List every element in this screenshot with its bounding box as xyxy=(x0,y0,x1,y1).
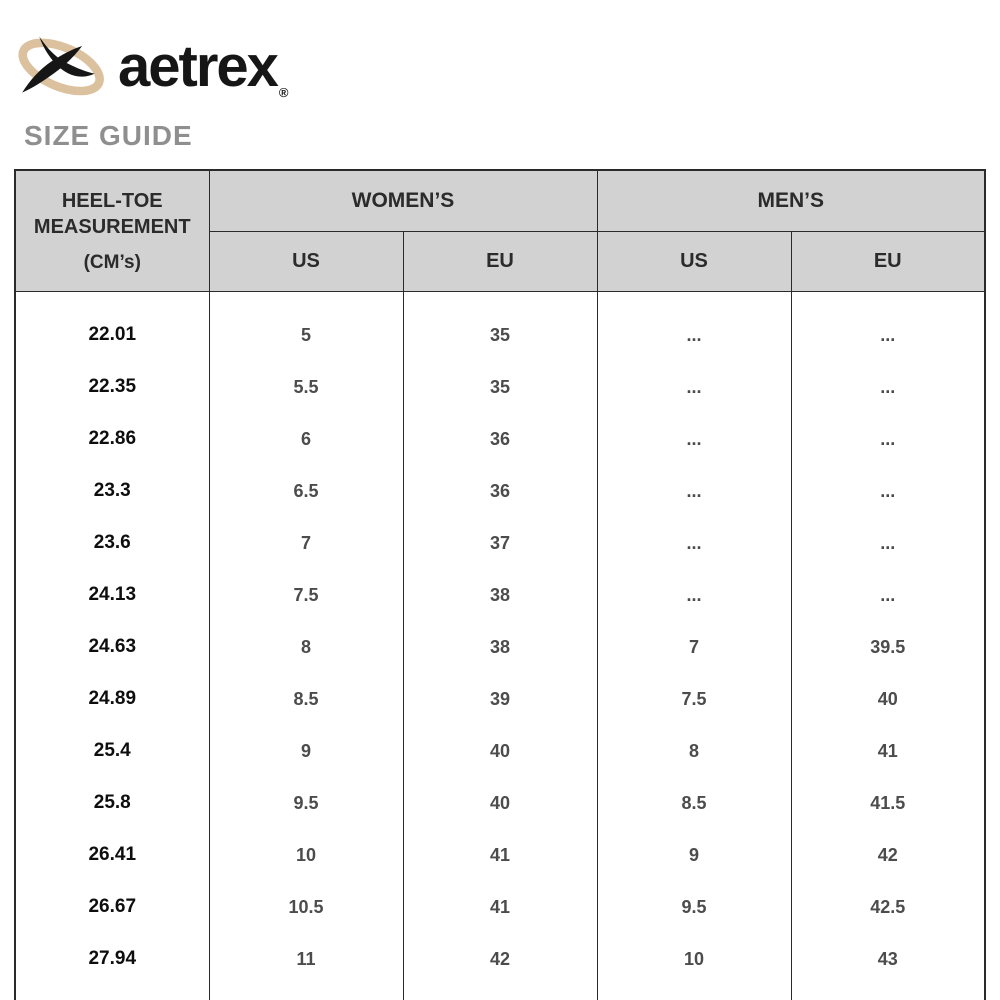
cell-men-us: 7 xyxy=(596,621,792,673)
cell-cm: 26.67 xyxy=(14,881,210,933)
size-table-body: 22.01 5 35...... 22.35 5.5 35...... 22.86 6 36..… xyxy=(14,291,986,1000)
cell-women-eu: 42 xyxy=(402,933,598,1000)
cell-men-eu: 43 xyxy=(790,933,986,1000)
cell-women-eu: 38 xyxy=(402,569,598,621)
size-table-header: HEEL-TOE MEASUREMENT (CM’s) WOMEN’S MEN’… xyxy=(14,169,986,292)
cell-men-eu: ... xyxy=(790,413,986,465)
header-heel-toe-measurement: HEEL-TOE MEASUREMENT (CM’s) xyxy=(14,169,210,292)
header-womens-us: US xyxy=(208,231,404,292)
cell-women-us: 7 xyxy=(208,517,404,569)
cell-men-us: 9.5 xyxy=(596,881,792,933)
brand-logo: aetrex ® xyxy=(14,26,289,108)
cell-cm: 23.6 xyxy=(14,517,210,569)
cell-women-eu: 38 xyxy=(402,621,598,673)
cell-women-eu: 36 xyxy=(402,413,598,465)
brand-name: aetrex xyxy=(118,34,279,99)
cell-women-us: 10 xyxy=(208,829,404,881)
table-row: 25.8 9.5 40 8.5 41.5 xyxy=(14,777,986,829)
cell-women-us: 5.5 xyxy=(208,361,404,413)
cell-women-us: 11 xyxy=(208,933,404,1000)
header-group-row: HEEL-TOE MEASUREMENT (CM’s) WOMEN’S MEN’… xyxy=(14,169,986,292)
cell-women-us: 7.5 xyxy=(208,569,404,621)
cell-women-us: 8.5 xyxy=(208,673,404,725)
header-mens-us: US xyxy=(596,231,792,292)
table-row: 26.41 10 41 9 42 xyxy=(14,829,986,881)
measure-unit: (CM’s) xyxy=(83,252,141,273)
cell-women-us: 5 xyxy=(208,291,404,361)
table-row: 23.6 7 37...... xyxy=(14,517,986,569)
cell-men-eu: 40 xyxy=(790,673,986,725)
cell-cm: 22.35 xyxy=(14,361,210,413)
cell-men-eu: ... xyxy=(790,465,986,517)
cell-women-eu: 37 xyxy=(402,517,598,569)
header-sub-row: US EU US EU xyxy=(15,231,986,292)
cell-men-eu: 39.5 xyxy=(790,621,986,673)
cell-women-eu: 40 xyxy=(402,725,598,777)
cell-men-us: 10 xyxy=(596,933,792,1000)
cell-women-us: 6.5 xyxy=(208,465,404,517)
table-row: 22.01 5 35...... xyxy=(14,291,986,361)
cell-men-eu: 41 xyxy=(790,725,986,777)
cell-women-eu: 36 xyxy=(402,465,598,517)
cell-men-eu: ... xyxy=(790,361,986,413)
cell-men-eu: 42.5 xyxy=(790,881,986,933)
cell-cm: 24.89 xyxy=(14,673,210,725)
cell-men-us: 8.5 xyxy=(596,777,792,829)
cell-men-eu: 41.5 xyxy=(790,777,986,829)
cell-women-us: 9 xyxy=(208,725,404,777)
cell-cm: 22.01 xyxy=(14,291,210,361)
cell-women-eu: 40 xyxy=(402,777,598,829)
table-row: 22.86 6 36...... xyxy=(14,413,986,465)
table-row: 23.3 6.5 36...... xyxy=(14,465,986,517)
cell-men-us: ... xyxy=(596,465,792,517)
cell-men-us: ... xyxy=(596,361,792,413)
cell-men-eu: 42 xyxy=(790,829,986,881)
cell-men-us: 8 xyxy=(596,725,792,777)
table-row: 25.4 9 40 8 41 xyxy=(14,725,986,777)
cell-women-us: 6 xyxy=(208,413,404,465)
cell-men-us: 9 xyxy=(596,829,792,881)
cell-men-eu: ... xyxy=(790,569,986,621)
cell-women-eu: 39 xyxy=(402,673,598,725)
cell-cm: 25.8 xyxy=(14,777,210,829)
header-womens: WOMEN’S xyxy=(208,169,598,232)
cell-women-eu: 35 xyxy=(402,361,598,413)
cell-cm: 24.63 xyxy=(14,621,210,673)
table-row: 22.35 5.5 35...... xyxy=(14,361,986,413)
cell-women-eu: 41 xyxy=(402,829,598,881)
cell-women-us: 8 xyxy=(208,621,404,673)
cell-men-us: 7.5 xyxy=(596,673,792,725)
table-row: 26.67 10.5 41 9.5 42.5 xyxy=(14,881,986,933)
cell-men-us: ... xyxy=(596,291,792,361)
cell-women-eu: 35 xyxy=(402,291,598,361)
measure-title: HEEL-TOE MEASUREMENT xyxy=(33,190,191,238)
cell-men-eu: ... xyxy=(790,517,986,569)
cell-cm: 27.94 xyxy=(14,933,210,1000)
cell-cm: 24.13 xyxy=(14,569,210,621)
page-title: SIZE GUIDE xyxy=(24,120,193,151)
cell-men-us: ... xyxy=(596,413,792,465)
header-mens: MEN’S xyxy=(596,169,986,232)
size-guide-table: HEEL-TOE MEASUREMENT (CM’s) WOMEN’S MEN’… xyxy=(14,169,986,1000)
aetrex-logo-icon xyxy=(18,36,104,96)
table-row: 24.89 8.5 39 7.5 40 xyxy=(14,673,986,725)
cell-women-us: 9.5 xyxy=(208,777,404,829)
registered-trademark-icon: ® xyxy=(278,85,289,100)
cell-cm: 23.3 xyxy=(14,465,210,517)
cell-women-eu: 41 xyxy=(402,881,598,933)
header-mens-eu: EU xyxy=(790,231,986,292)
cell-cm: 22.86 xyxy=(14,413,210,465)
table-row: 24.13 7.5 38...... xyxy=(14,569,986,621)
cell-cm: 26.41 xyxy=(14,829,210,881)
cell-women-us: 10.5 xyxy=(208,881,404,933)
cell-men-us: ... xyxy=(596,569,792,621)
cell-men-us: ... xyxy=(596,517,792,569)
cell-men-eu: ... xyxy=(790,291,986,361)
cell-cm: 25.4 xyxy=(14,725,210,777)
table-row: 27.94 11 42 10 43 xyxy=(14,933,986,1000)
header-womens-eu: EU xyxy=(402,231,598,292)
table-row: 24.63 8 38 7 39.5 xyxy=(14,621,986,673)
